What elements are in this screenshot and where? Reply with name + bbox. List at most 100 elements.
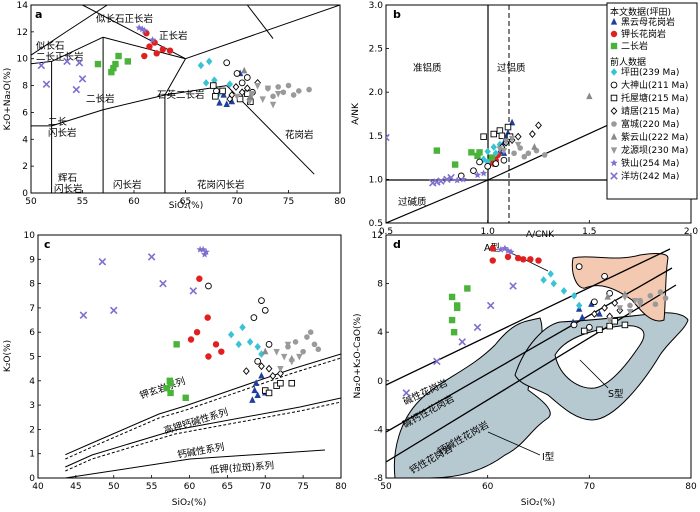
data-point-tri — [249, 396, 256, 403]
data-point-dot — [521, 153, 528, 160]
y-tick-label: -8 — [374, 474, 383, 484]
x-tick-label: 1.5 — [582, 227, 596, 237]
data-point-open-circle — [601, 272, 608, 280]
data-point-x — [386, 133, 390, 142]
data-point-x — [486, 301, 495, 310]
data-point-tri — [596, 309, 603, 317]
data-point-square — [453, 304, 461, 312]
data-point-tri — [588, 300, 595, 307]
data-point-open-circle — [223, 59, 231, 67]
data-point-open-circle — [470, 167, 477, 175]
panel-c-sio2-k2o-diagram: c 钾玄岩系列 高钾钙碱性系列 钙碱性系列 低钾(拉斑)系列 40 45 50 55 6… — [3, 231, 347, 508]
data-point-dot — [285, 82, 292, 89]
data-point-tri — [531, 143, 538, 150]
data-point-open-square — [210, 82, 217, 89]
y-tick-label: 1 — [29, 450, 35, 460]
data-point-tri-down — [284, 341, 292, 349]
y-tick-label: 3.0 — [369, 1, 384, 11]
x-tick-label: 50 — [25, 197, 37, 207]
data-point-tri-down — [277, 366, 284, 373]
panel-c-data-points — [79, 245, 322, 403]
data-point-tri — [254, 391, 261, 398]
data-point-open-square — [498, 132, 506, 140]
panel-c-x-axis-label: SiO₂(%) — [172, 498, 206, 508]
y-tick-label: 7 — [29, 304, 35, 314]
data-point-diamond — [540, 276, 547, 284]
field-label-foid-monzosyenite-1: 似长石 — [36, 40, 65, 52]
data-point-x — [147, 253, 156, 261]
data-point-diamond — [570, 291, 578, 300]
data-point-square — [464, 285, 471, 292]
data-point-diamond — [202, 79, 210, 87]
legend-marker-tri — [610, 133, 618, 140]
data-point-diamond — [227, 330, 235, 339]
field-boundary-line — [102, 94, 166, 111]
data-point-dot — [306, 86, 312, 93]
data-point-open-circle — [261, 306, 269, 314]
field-boundary-line — [51, 36, 104, 62]
data-point-tri — [586, 92, 593, 100]
data-point-square — [476, 149, 483, 156]
data-point-diamond — [560, 287, 568, 295]
panel-a-ticks: 50 55 60 65 70 75 80 0 2 4 6 8 10 12 14 — [17, 1, 346, 207]
series-label-shoshonitic: 钾玄岩系列 — [138, 375, 187, 402]
field-label-monzodiorite-1: 二长 — [48, 116, 68, 128]
field-label-pyroxene-diorite-1: 辉石 — [58, 173, 77, 184]
data-point-diamond — [211, 76, 218, 84]
data-point-open-square — [496, 127, 504, 134]
legend-entry-label: 紫云山(222 Ma) — [621, 132, 688, 143]
data-point-open-square — [621, 321, 629, 329]
data-point-star — [479, 169, 488, 177]
y-tick-label: 1.0 — [369, 175, 384, 185]
data-point-open-diamond — [265, 364, 273, 373]
data-point-dot — [304, 334, 310, 340]
data-point-open-square — [611, 318, 619, 325]
field-label-granodiorite: 花岗闪长岩 — [197, 179, 245, 191]
x-tick-label: 70 — [231, 197, 243, 207]
data-point-dot — [657, 289, 664, 295]
data-point-square — [450, 329, 458, 336]
x-tick-label: 40 — [32, 482, 44, 492]
data-point-tri-down — [246, 99, 253, 106]
x-tick-label: 60 — [482, 482, 494, 492]
data-point-x — [78, 75, 87, 83]
legend-marker-diamond — [610, 68, 618, 76]
x-tick-label: 50 — [380, 482, 392, 492]
data-point-square — [448, 293, 456, 301]
data-point-open-diamond — [269, 372, 277, 380]
data-point-square — [108, 68, 115, 76]
data-point-open-square — [265, 389, 273, 397]
data-point-tri — [228, 97, 236, 105]
y-tick-label: 4 — [377, 328, 383, 338]
field-boundary-line — [31, 60, 52, 65]
data-point-dot — [280, 89, 287, 96]
data-point-open-diamond — [514, 132, 522, 141]
panel-d-letter: d — [393, 238, 401, 251]
field-boundary-line — [102, 36, 186, 60]
data-point-circle — [535, 257, 542, 264]
data-point-diamond — [226, 80, 233, 89]
legend-box — [606, 2, 698, 200]
data-point-square — [173, 341, 180, 348]
legend-marker-open-square — [610, 94, 618, 102]
legend-marker-open-diamond — [610, 107, 618, 115]
data-point-tri-down — [508, 135, 516, 143]
legend-title-own-data: 本文数据(坪田) — [610, 6, 671, 18]
data-point-tri-down — [616, 305, 624, 312]
data-point-x — [473, 323, 482, 332]
data-point-open-circle — [492, 160, 500, 168]
legend-entry-label: 富城(220 Ma) — [621, 118, 679, 130]
x-tick-label: 70 — [584, 482, 596, 492]
y-tick-label: 5 — [29, 353, 35, 363]
data-point-open-circle — [570, 321, 578, 329]
x-tick-label: 60 — [184, 482, 196, 492]
field-label-quartz-monzonite: 石英二长岩 — [157, 89, 205, 101]
data-point-x — [447, 173, 455, 182]
data-point-open-diamond — [529, 130, 536, 138]
data-point-tri — [223, 100, 230, 107]
data-point-open-square — [490, 130, 498, 138]
panel-c-y-axis-label: K₂O(%) — [3, 340, 13, 372]
data-point-dot — [652, 301, 659, 308]
legend-entry-label: 黑云母花岗岩 — [621, 16, 675, 28]
data-point-open-square — [212, 93, 219, 100]
